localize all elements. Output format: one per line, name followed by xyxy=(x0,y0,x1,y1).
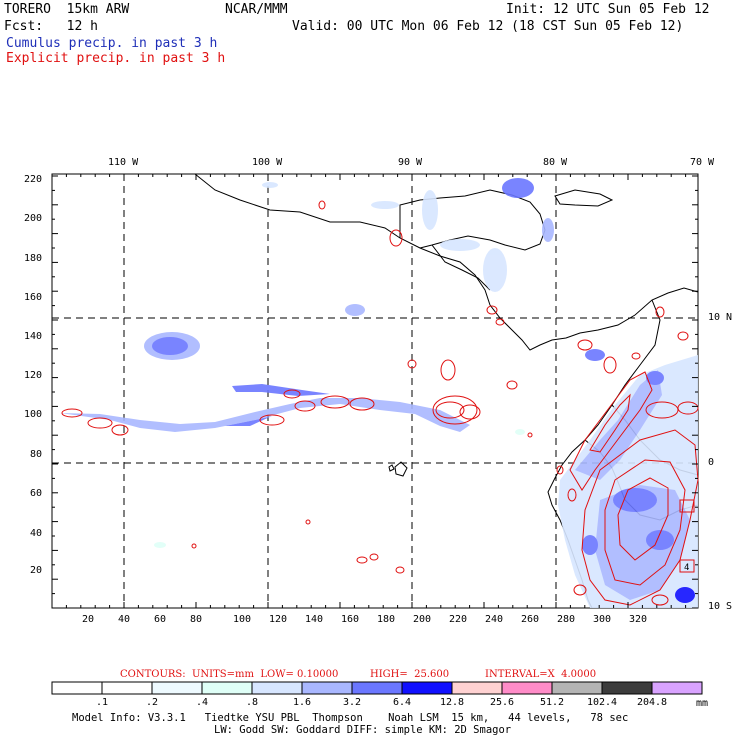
colorbar-label: 1.6 xyxy=(292,697,312,708)
forecast-hour: Fcst: 12 h xyxy=(4,19,98,34)
x-tick-label: 260 xyxy=(521,614,540,625)
colorbar-label: .4 xyxy=(195,697,209,708)
explicit-precip-contours xyxy=(61,200,699,606)
colorbar-swatch xyxy=(351,681,403,695)
y-tick-label: 20 xyxy=(30,565,43,576)
colorbar-label: 25.6 xyxy=(489,697,515,708)
contour-high: HIGH= 25.600 xyxy=(370,669,450,680)
valid-time: Valid: 00 UTC Mon 06 Feb 12 (18 CST Sun … xyxy=(292,19,684,34)
colorbar-swatch xyxy=(251,681,303,695)
y-tick-label: 180 xyxy=(24,253,43,264)
x-tick-label: 200 xyxy=(413,614,432,625)
y-tick-label: 140 xyxy=(24,331,43,342)
colorbar-label: 12.8 xyxy=(439,697,465,708)
x-tick-label: 160 xyxy=(341,614,360,625)
x-tick-label: 240 xyxy=(485,614,504,625)
x-tick-label: 300 xyxy=(593,614,612,625)
y-tick-label: 100 xyxy=(24,409,43,420)
colorbar-label: 102.4 xyxy=(586,697,618,708)
lon-label: 110 W xyxy=(108,157,139,168)
colorbar-label: .2 xyxy=(145,697,159,708)
contour-info: CONTOURS: UNITS=mm LOW= 0.10000 xyxy=(120,669,339,680)
colorbar-unit: mm xyxy=(696,698,709,709)
field-title-cumulus: Cumulus precip. in past 3 h xyxy=(6,36,218,51)
colorbar-label: .8 xyxy=(245,697,259,708)
x-tick-label: 120 xyxy=(269,614,288,625)
colorbar-swatch xyxy=(651,681,703,695)
colorbar-swatch xyxy=(301,681,353,695)
x-tick-label: 140 xyxy=(305,614,324,625)
x-tick-label: 320 xyxy=(629,614,648,625)
y-tick-label: 60 xyxy=(30,488,43,499)
org-label: NCAR/MMM xyxy=(225,2,288,17)
lon-label: 80 W xyxy=(543,157,568,168)
contour-interval: INTERVAL=X 4.0000 xyxy=(485,669,597,680)
colorbar-swatch xyxy=(451,681,503,695)
axis-ticks xyxy=(51,174,698,609)
x-tick-label: 60 xyxy=(154,614,167,625)
x-tick-label: 20 xyxy=(82,614,95,625)
colorbar-label: 3.2 xyxy=(342,697,362,708)
x-tick-label: 80 xyxy=(190,614,203,625)
y-tick-label: 220 xyxy=(24,174,43,185)
model-info: Model Info: V3.3.1 Tiedtke YSU PBL Thomp… xyxy=(72,712,629,724)
y-tick-label: 120 xyxy=(24,370,43,381)
x-tick-label: 40 xyxy=(118,614,131,625)
y-tick-label: 160 xyxy=(24,292,43,303)
colorbar-swatch xyxy=(201,681,253,695)
y-tick-label: 40 xyxy=(30,528,43,539)
x-tick-label: 100 xyxy=(233,614,252,625)
lat-label: 0 xyxy=(708,457,715,468)
colorbar-label: 51.2 xyxy=(539,697,565,708)
contour-label: 4 xyxy=(684,563,689,573)
colorbar-swatch xyxy=(601,681,653,695)
x-tick-label: 280 xyxy=(557,614,576,625)
lat-label: 10 N xyxy=(708,312,733,323)
model-physics: LW: Godd SW: Goddard DIFF: simple KM: 2D… xyxy=(214,724,512,736)
x-tick-label: 180 xyxy=(377,614,396,625)
y-tick-label: 200 xyxy=(24,213,43,224)
lon-label: 100 W xyxy=(252,157,283,168)
colorbar-label: 6.4 xyxy=(392,697,412,708)
lon-label: 70 W xyxy=(690,157,715,168)
init-time: Init: 12 UTC Sun 05 Feb 12 xyxy=(506,2,710,17)
y-tick-label: 80 xyxy=(30,449,43,460)
colorbar-swatch xyxy=(151,681,203,695)
colorbar-swatch xyxy=(101,681,153,695)
colorbar-swatch xyxy=(551,681,603,695)
colorbar-label: .1 xyxy=(95,697,109,708)
colorbar-label: 204.8 xyxy=(636,697,668,708)
colorbar-swatch xyxy=(51,681,103,695)
colorbar-swatch xyxy=(501,681,553,695)
lat-label: 10 S xyxy=(708,601,733,612)
cumulus-precip xyxy=(60,178,698,608)
lon-label: 90 W xyxy=(398,157,423,168)
colorbar xyxy=(51,681,703,695)
x-tick-label: 220 xyxy=(449,614,468,625)
field-title-explicit: Explicit precip. in past 3 h xyxy=(6,51,226,66)
model-title: TORERO 15km ARW xyxy=(4,2,130,17)
colorbar-swatch xyxy=(401,681,453,695)
